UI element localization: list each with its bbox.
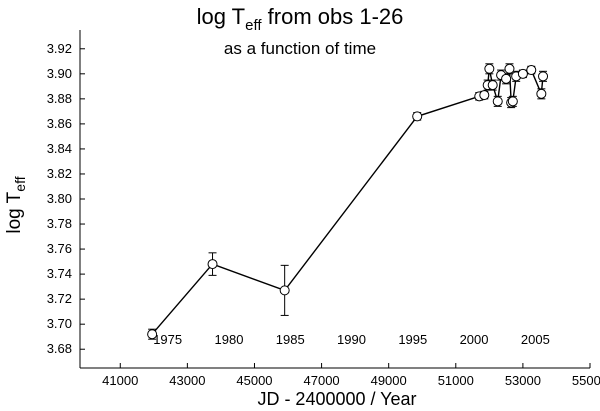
- year-tick-label: 1985: [276, 332, 305, 347]
- y-tick-label: 3.68: [47, 341, 72, 356]
- data-point: [479, 90, 490, 101]
- data-point: [207, 259, 218, 270]
- year-tick-label: 1995: [398, 332, 427, 347]
- data-point: [279, 285, 290, 296]
- data-point: [487, 80, 498, 91]
- x-ticks: 41000 43000 45000 47000 49000 51000 53000 55000: [102, 363, 600, 388]
- y-tick-label: 3.76: [47, 241, 72, 256]
- y-tick-label: 3.84: [47, 141, 72, 156]
- chart-subtitle: as a function of time: [224, 39, 376, 58]
- chart-title: log Teff from obs 1-26: [197, 4, 404, 34]
- data-point: [412, 111, 423, 122]
- y-ticks: 3.68 3.70 3.72 3.74 3.76 3.78 3.80 3.82 3.84 3.86…: [47, 41, 85, 356]
- data-point: [517, 68, 528, 79]
- axes: [79, 30, 590, 369]
- x-tick-label: 49000: [371, 373, 407, 388]
- data-point: [504, 63, 515, 74]
- data-point: [507, 96, 518, 107]
- x-tick-label: 53000: [505, 373, 541, 388]
- y-tick-label: 3.88: [47, 91, 72, 106]
- data-series: [147, 63, 549, 340]
- y-tick-label: 3.70: [47, 316, 72, 331]
- year-tick-label: 1980: [215, 332, 244, 347]
- year-tick-label: 2005: [521, 332, 550, 347]
- data-point: [147, 329, 158, 340]
- x-tick-label: 43000: [169, 373, 205, 388]
- y-tick-label: 3.92: [47, 41, 72, 56]
- data-point: [526, 65, 537, 76]
- data-point: [538, 71, 549, 82]
- data-point: [484, 63, 495, 74]
- data-point: [492, 96, 503, 107]
- x-tick-label: 45000: [236, 373, 272, 388]
- data-point: [536, 88, 547, 99]
- year-tick-label: 2000: [460, 332, 489, 347]
- y-tick-label: 3.90: [47, 66, 72, 81]
- year-tick-label: 1990: [337, 332, 366, 347]
- y-axis-label: log Teff: [4, 176, 28, 233]
- y-tick-label: 3.82: [47, 166, 72, 181]
- y-tick-label: 3.86: [47, 116, 72, 131]
- y-tick-label: 3.80: [47, 191, 72, 206]
- data-point: [501, 73, 512, 84]
- x-tick-label: 47000: [304, 373, 340, 388]
- series-line: [151, 68, 544, 335]
- year-ticks: 1975 1980 1985 1990 1995 2000 2005: [153, 332, 550, 347]
- y-tick-label: 3.72: [47, 291, 72, 306]
- x-tick-label: 51000: [438, 373, 474, 388]
- y-tick-label: 3.78: [47, 216, 72, 231]
- y-tick-label: 3.74: [47, 266, 72, 281]
- x-tick-label: 41000: [102, 373, 138, 388]
- x-tick-label: 55000: [572, 373, 600, 388]
- x-axis-label: JD - 2400000 / Year: [257, 389, 416, 409]
- year-tick-label: 1975: [153, 332, 182, 347]
